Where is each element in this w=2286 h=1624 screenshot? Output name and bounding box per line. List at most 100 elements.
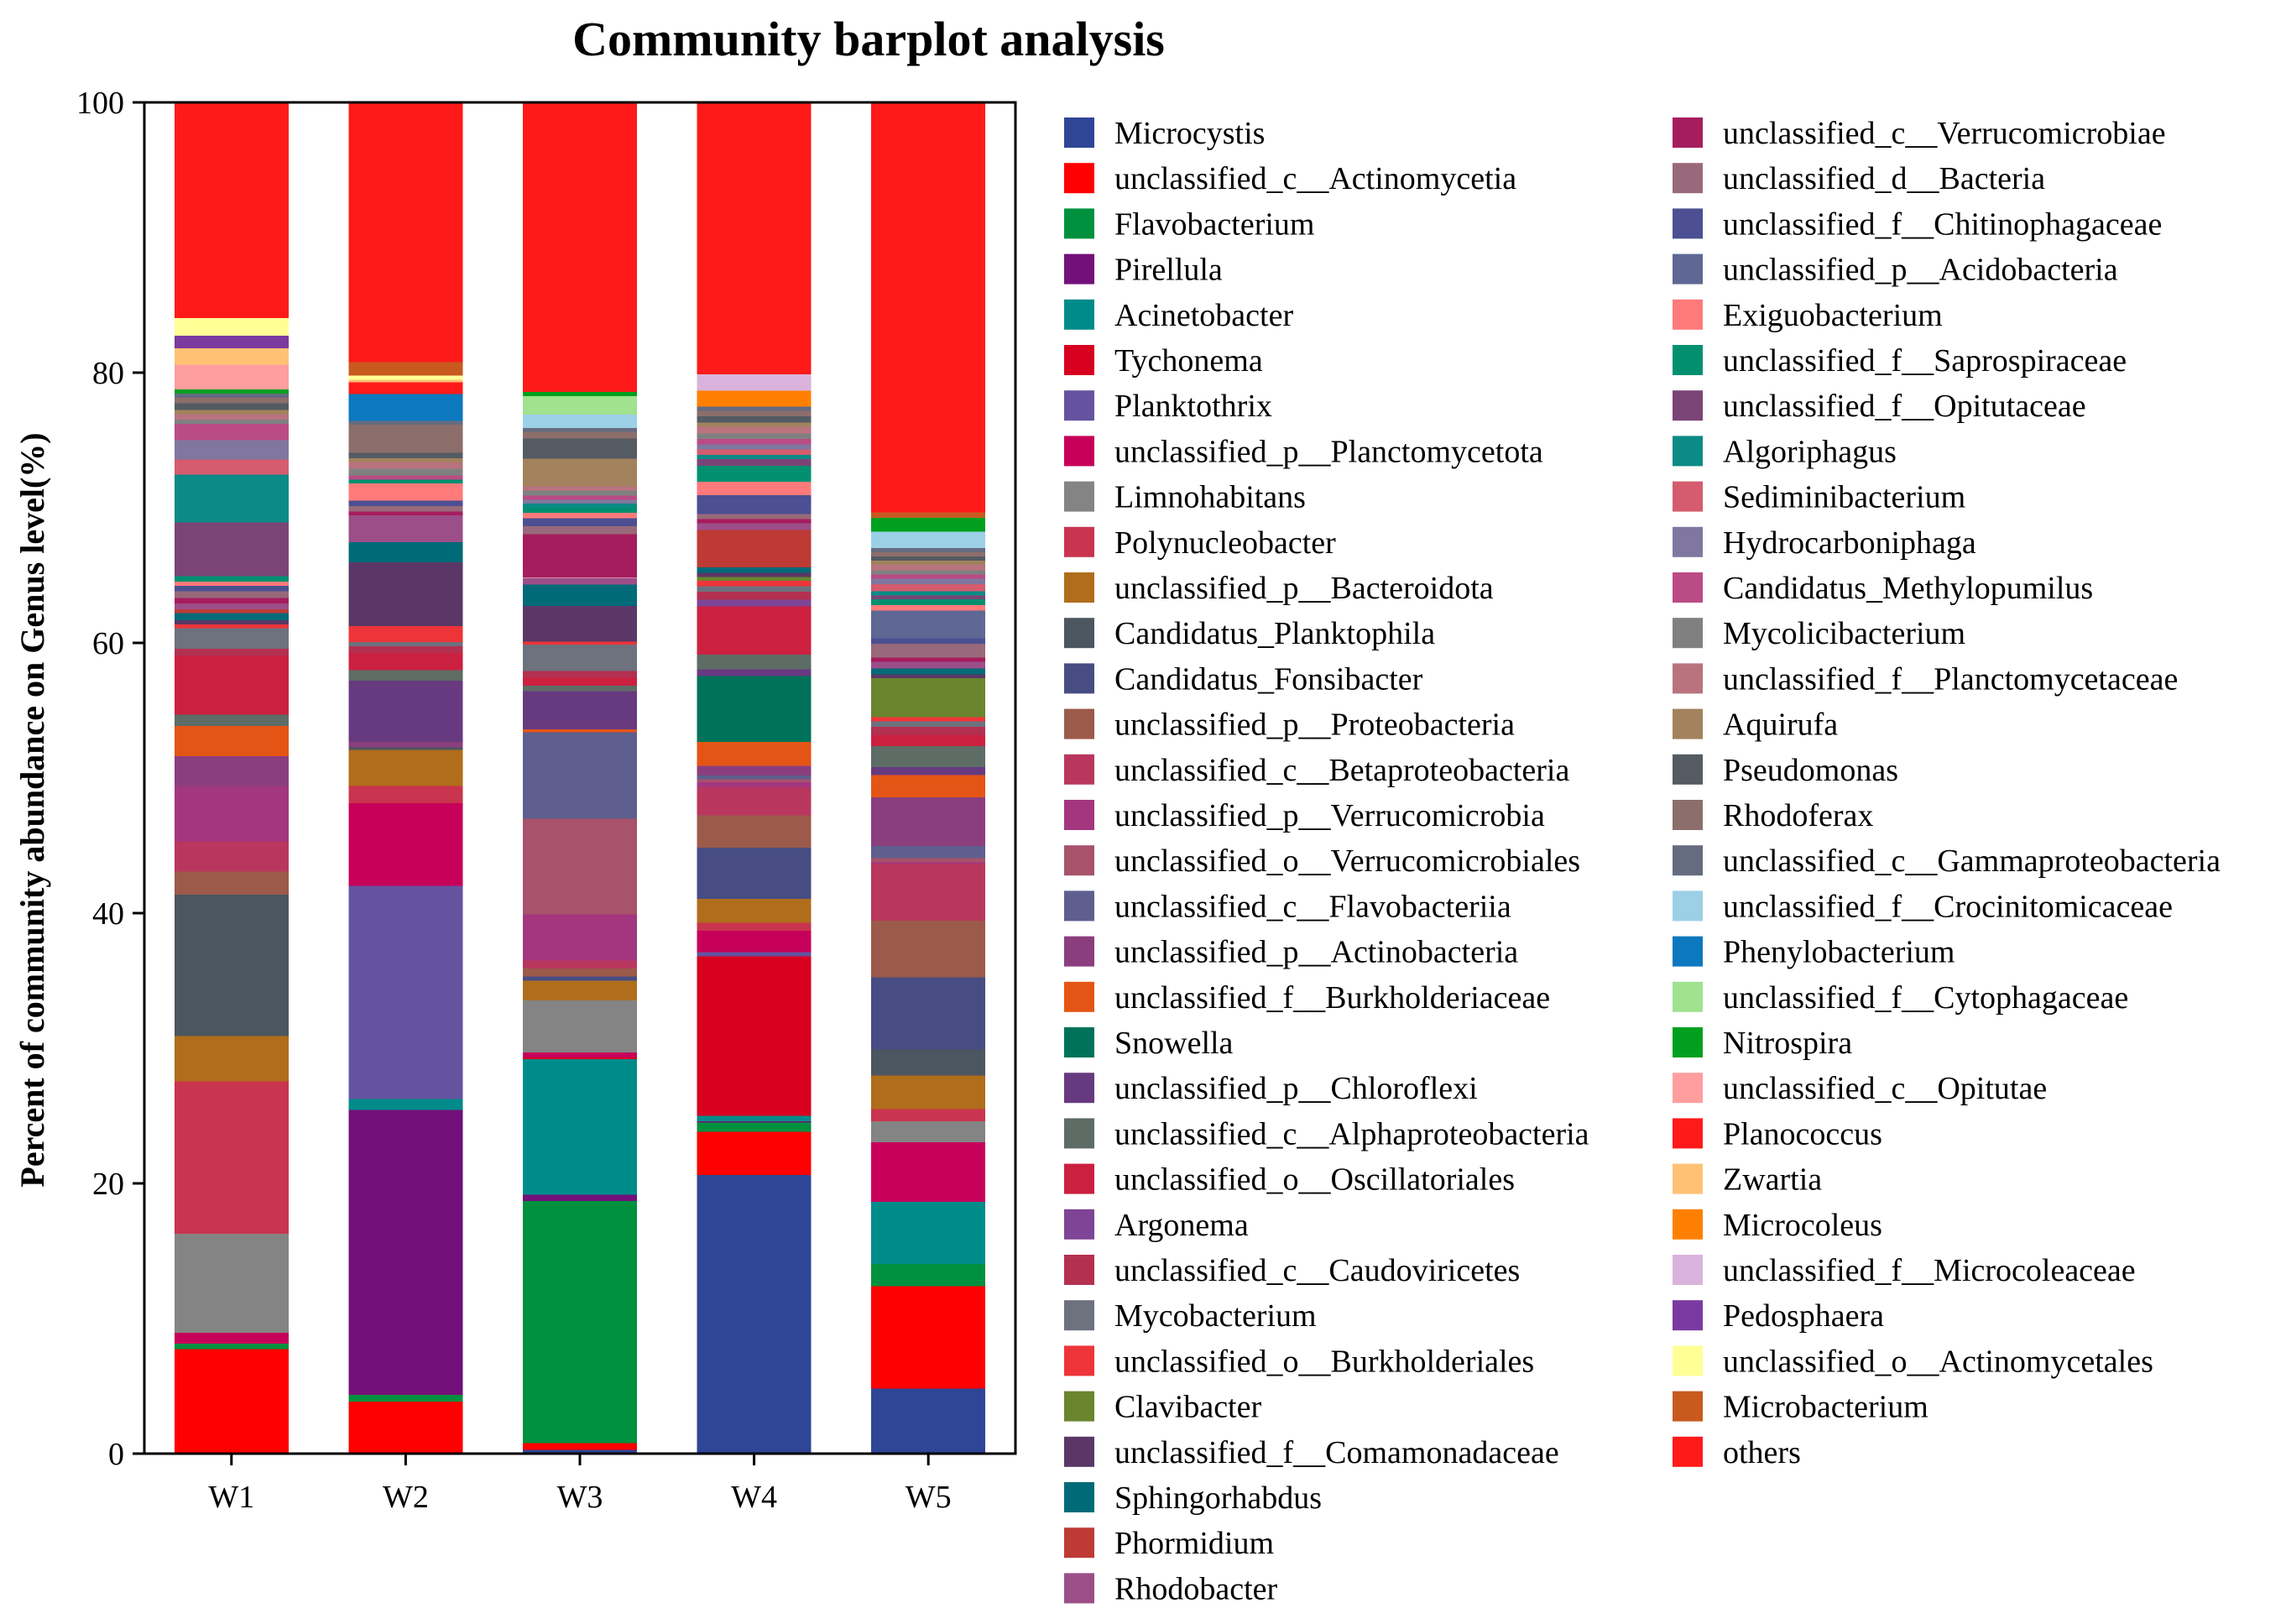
legend-label: unclassified_f__Cytophagaceae bbox=[1723, 980, 2128, 1016]
bar-segment-w4-microcystis bbox=[697, 1174, 812, 1454]
bar-segment-w4-mycobacterium bbox=[697, 586, 812, 592]
bar-segment-w5-unclassified-d-bacteria bbox=[871, 643, 986, 658]
legend-label: Planktothrix bbox=[1114, 389, 1272, 424]
bar-segment-w1-aquirufa bbox=[174, 410, 289, 415]
legend-label: Candidatus_Fonsibacter bbox=[1114, 661, 1423, 697]
bar-stack-w1 bbox=[174, 102, 289, 1454]
legend-swatch bbox=[1064, 1482, 1094, 1512]
bar-segment-w4-unclassified-d-bacteria bbox=[697, 514, 812, 520]
legend-label: unclassified_p__Chloroflexi bbox=[1114, 1071, 1478, 1106]
bar-segment-w2-unclassified-f-chitinophagaceae bbox=[348, 500, 463, 507]
bar-segment-w4-unclassified-o-verrucomicrobiales bbox=[697, 779, 812, 782]
bar-segment-w3-unclassified-f-chitinophagaceae bbox=[523, 518, 637, 527]
bar-segment-w1-unclassified-c-gammaproteobacteria bbox=[174, 393, 289, 398]
bar-segment-w5-unclassified-p-acidobacteria bbox=[871, 610, 986, 639]
bar-segment-w1-others bbox=[174, 102, 289, 318]
legend-swatch bbox=[1673, 890, 1703, 922]
bar-segment-w4-candidatus-fonsibacter bbox=[697, 848, 812, 899]
legend-swatch bbox=[1673, 1209, 1703, 1240]
legend-swatch bbox=[1064, 845, 1094, 876]
legend-swatch bbox=[1673, 754, 1703, 785]
legend-label: unclassified_d__Bacteria bbox=[1723, 161, 2045, 196]
bar-segment-w4-unclassified-f-comamonadaceae bbox=[697, 572, 812, 577]
bar-segment-w5-nitrospira bbox=[871, 517, 986, 532]
legend-swatch bbox=[1064, 253, 1094, 285]
legend-label: Snowella bbox=[1114, 1026, 1234, 1061]
legend-item-planococcus: Planococcus bbox=[1673, 1116, 1882, 1151]
bar-segment-w4-unclassified-f-opitutaceae bbox=[697, 458, 812, 466]
legend-label: Microcoleus bbox=[1723, 1208, 1882, 1243]
bar-segment-w1-exiguobacterium bbox=[174, 582, 289, 586]
legend-label: unclassified_c__Opitutae bbox=[1723, 1071, 2047, 1106]
bar-segment-w2-microbacterium bbox=[348, 362, 463, 376]
legend-swatch bbox=[1064, 663, 1094, 694]
bar-segment-w2-unclassified-d-bacteria bbox=[348, 506, 463, 512]
bar-segment-w5-mycolicibacterium bbox=[871, 570, 986, 575]
legend-item-microbacterium: Microbacterium bbox=[1673, 1390, 1928, 1425]
bar-segment-w3-unclassified-p-proteobacteria bbox=[523, 969, 637, 977]
bar-segment-w4-rhodoferax bbox=[697, 410, 812, 416]
legend-swatch bbox=[1673, 436, 1703, 467]
bar-segment-w1-unclassified-f-comamonadaceae bbox=[174, 619, 289, 624]
legend-item-unclassified-f-burkholderiaceae: unclassified_f__Burkholderiaceae bbox=[1064, 980, 1550, 1016]
bar-segment-w5-microcystis bbox=[871, 1388, 986, 1454]
bar-segment-w1-unclassified-c-actinomycetia bbox=[174, 1349, 289, 1454]
legend-item-unclassified-c-opitutae: unclassified_c__Opitutae bbox=[1673, 1071, 2047, 1106]
legend-swatch bbox=[1064, 1300, 1094, 1331]
legend-item-snowella: Snowella bbox=[1064, 1026, 1234, 1061]
bar-segment-w4-unclassified-o-oscillatoriales bbox=[697, 606, 812, 655]
legend-swatch bbox=[1064, 572, 1094, 603]
legend-item-planktothrix: Planktothrix bbox=[1064, 389, 1272, 424]
bar-segment-w2-unclassified-o-oscillatoriales bbox=[348, 652, 463, 671]
legend: Microcystis unclassified_c__Actinomycetia… bbox=[1064, 116, 2221, 1606]
legend-label: unclassified_p__Actinobacteria bbox=[1114, 935, 1518, 970]
bar-segment-w3-unclassified-f-crocinitomicaceae bbox=[523, 415, 637, 428]
legend-label: unclassified_f__Burkholderiaceae bbox=[1114, 980, 1550, 1016]
bar-segment-w4-mycolicibacterium bbox=[697, 433, 812, 439]
legend-label: Rhodoferax bbox=[1723, 798, 1873, 833]
legend-swatch bbox=[1064, 526, 1094, 557]
legend-swatch bbox=[1673, 299, 1703, 330]
y-tick-label: 0 bbox=[108, 1437, 124, 1472]
legend-item-flavobacterium: Flavobacterium bbox=[1064, 206, 1314, 242]
legend-swatch bbox=[1673, 1073, 1703, 1104]
y-tick-label: 100 bbox=[76, 86, 124, 121]
legend-label: unclassified_f__Microcoleaceae bbox=[1723, 1253, 2136, 1288]
bar-segment-w2-exiguobacterium bbox=[348, 483, 463, 501]
bar-segment-w2-aquirufa bbox=[348, 457, 463, 462]
bar-segment-w1-rhodoferax bbox=[174, 397, 289, 404]
legend-label: unclassified_f__Planctomycetaceae bbox=[1723, 661, 2178, 697]
legend-swatch bbox=[1673, 208, 1703, 239]
bar-segment-w3-others bbox=[523, 102, 637, 393]
bar-segment-w4-tychonema bbox=[697, 956, 812, 1116]
bar-segment-w5-unclassified-c-flavobacteriia bbox=[871, 845, 986, 859]
bar-segment-w2-pseudomonas bbox=[348, 452, 463, 458]
bar-segment-w5-sphingorhabdus bbox=[871, 668, 986, 675]
legend-label: unclassified_p__Verrucomicrobia bbox=[1114, 798, 1545, 833]
legend-swatch bbox=[1064, 1391, 1094, 1422]
bar-segment-w3-microcystis bbox=[523, 1449, 637, 1454]
bar-segment-w1-unclassified-c-verrucomicrobiae bbox=[174, 598, 289, 604]
bar-segment-w2-mycobacterium bbox=[348, 642, 463, 646]
legend-label: unclassified_p__Bacteroidota bbox=[1114, 571, 1494, 606]
legend-label: unclassified_f__Comamonadaceae bbox=[1114, 1435, 1559, 1470]
bar-segment-w5-unclassified-c-verrucomicrobiae bbox=[871, 657, 986, 662]
legend-label: Pirellula bbox=[1114, 253, 1223, 288]
legend-label: Aquirufa bbox=[1723, 708, 1838, 743]
bar-segment-w4-clavibacter bbox=[697, 577, 812, 582]
bar-segment-w4-unclassified-f-burkholderiaceae bbox=[697, 741, 812, 766]
y-tick-label: 80 bbox=[92, 356, 124, 391]
legend-label: Pedosphaera bbox=[1723, 1298, 1884, 1334]
bar-segment-w1-sediminibacterium bbox=[174, 459, 289, 475]
bar-segment-w4-unclassified-c-alphaproteobacteria bbox=[697, 655, 812, 670]
bar-segment-w3-tychonema bbox=[523, 1057, 637, 1059]
legend-swatch bbox=[1064, 299, 1094, 330]
legend-label: Candidatus_Methylopumilus bbox=[1723, 571, 2093, 606]
bar-segment-w2-rhodobacter bbox=[348, 515, 463, 542]
bar-segment-w1-unclassified-o-burkholderiales bbox=[174, 624, 289, 629]
y-tick-label: 40 bbox=[92, 896, 124, 932]
legend-label: unclassified_c__Flavobacteriia bbox=[1114, 889, 1511, 924]
bar-segment-w4-candidatus-methylopumilus bbox=[697, 438, 812, 445]
legend-item-mycobacterium: Mycobacterium bbox=[1064, 1298, 1317, 1334]
bar-segment-w2-unclassified-p-planctomycetota bbox=[348, 803, 463, 886]
